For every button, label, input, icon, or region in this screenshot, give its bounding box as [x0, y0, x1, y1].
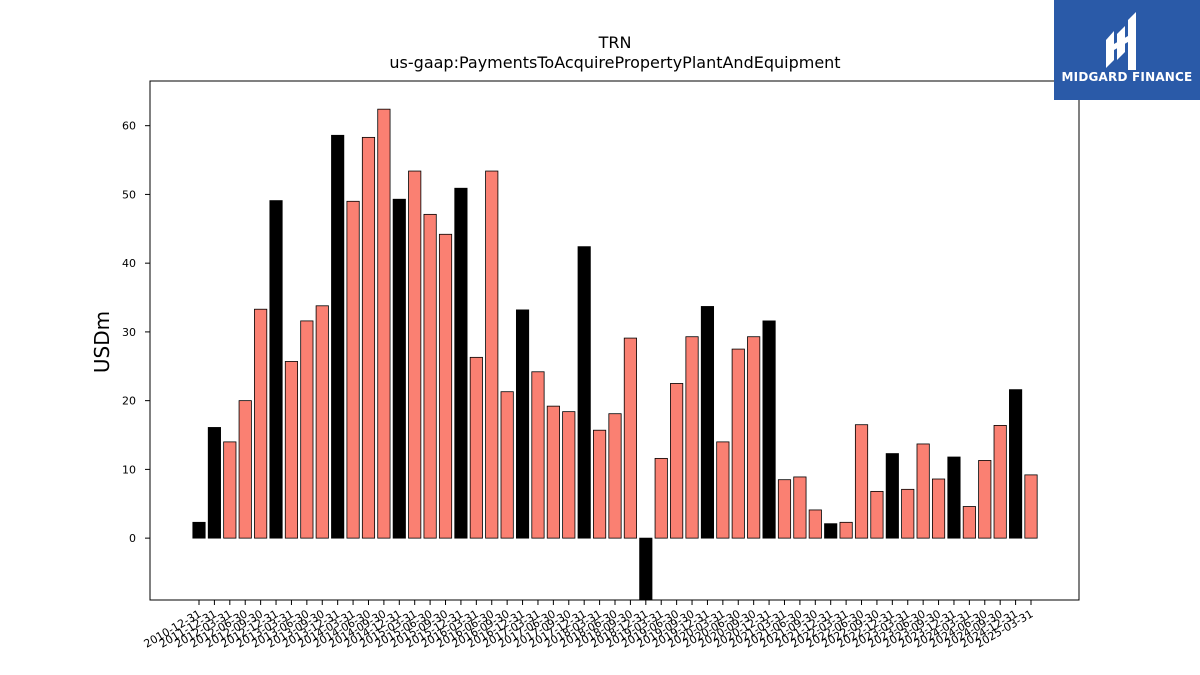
bar-2021-03-31 [777, 479, 792, 539]
bar-2018-09-30 [623, 337, 637, 539]
bar-2011-12-31 [207, 427, 221, 539]
bar-2022-06-30 [854, 424, 869, 539]
y-tick-label: 0 [129, 532, 136, 545]
bars-group [192, 108, 1038, 601]
chart-title: TRN [598, 33, 632, 52]
bar-2021-09-30 [808, 509, 822, 539]
bar-2020-06-30 [731, 348, 745, 539]
bar-2018-12-31 [639, 537, 653, 601]
bar-2018-03-31 [593, 429, 607, 539]
bar-2020-12-31 [762, 320, 776, 539]
bar-2015-09-30 [438, 233, 453, 539]
x-axis-ticks: 2010-12-312011-12-312012-03-312012-06-30… [142, 600, 1036, 651]
bar-2014-12-31 [392, 198, 406, 539]
bar-2025-03-31 [1024, 474, 1038, 539]
brand-name: MIDGARD FINANCE [1062, 70, 1193, 84]
bar-2012-12-31 [269, 200, 283, 539]
bar-2015-03-31 [408, 170, 422, 539]
bar-2024-06-30 [978, 460, 992, 539]
y-axis-ticks: 0 10 20 30 40 50 60 [122, 120, 150, 545]
bar-2022-03-31 [839, 521, 853, 539]
bar-2023-06-30 [916, 443, 930, 539]
bar-2024-12-31 [1009, 389, 1023, 539]
brand-mark-icon [1106, 12, 1136, 70]
y-tick-label: 50 [122, 188, 136, 201]
bar-2013-12-31 [331, 134, 345, 539]
bar-2018-06-30 [608, 413, 622, 539]
bar-2020-03-31 [716, 441, 730, 539]
bar-2023-03-31 [901, 488, 915, 539]
bar-2014-06-30 [361, 136, 376, 539]
y-tick-label: 10 [122, 463, 136, 476]
bar-2013-03-31 [284, 361, 299, 539]
bar-2023-09-30 [931, 478, 946, 539]
bar-2012-06-30 [238, 400, 252, 539]
bar-2017-06-30 [546, 405, 560, 539]
bar-2015-06-30 [423, 213, 437, 539]
bar-2021-06-30 [793, 476, 807, 539]
bar-2012-03-31 [223, 441, 237, 539]
bar-2012-09-30 [254, 308, 268, 539]
y-tick-label: 40 [122, 257, 136, 270]
y-axis-label: USDm [90, 311, 114, 373]
bar-2019-06-30 [670, 383, 684, 539]
chart-subtitle: us-gaap:PaymentsToAcquirePropertyPlantAn… [389, 53, 840, 72]
bar-2013-09-30 [315, 305, 329, 539]
bar-2017-09-30 [562, 411, 576, 539]
bar-2024-03-31 [962, 506, 976, 539]
bar-2022-12-31 [885, 453, 899, 539]
brand-logo-bg [1054, 0, 1200, 100]
bar-2021-12-31 [824, 523, 838, 539]
bar-2014-09-30 [377, 108, 391, 539]
y-tick-label: 60 [122, 120, 136, 133]
bar-2016-12-31 [515, 309, 530, 539]
bar-2024-09-30 [993, 424, 1007, 539]
bar-2019-09-30 [685, 336, 699, 539]
bar-2013-06-30 [300, 320, 314, 539]
bar-2022-09-30 [870, 490, 884, 539]
brand-logo: MIDGARD FINANCE [1054, 0, 1200, 100]
bar-2016-09-30 [500, 391, 514, 539]
bar-2010-12-31 [192, 521, 206, 539]
bar-2020-09-30 [747, 336, 761, 539]
plot-frame [149, 80, 1080, 601]
bar-2016-06-30 [485, 170, 499, 539]
bar-2017-03-31 [531, 371, 545, 539]
bar-2019-12-31 [700, 306, 715, 539]
y-tick-label: 30 [122, 326, 136, 339]
y-tick-label: 20 [122, 395, 136, 408]
bar-2017-12-31 [577, 246, 591, 539]
bar-2016-03-31 [469, 356, 483, 539]
bar-2019-03-31 [654, 457, 668, 539]
bar-2023-12-31 [947, 456, 961, 539]
bar-2015-12-31 [454, 187, 468, 539]
bar-2014-03-31 [346, 200, 360, 539]
